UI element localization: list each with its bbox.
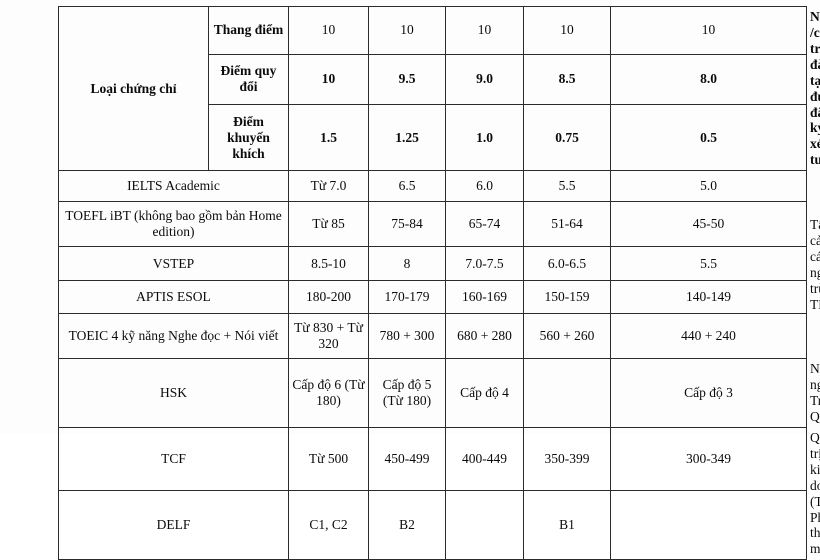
table-row: APTIS ESOL 180-200 170-179 160-169 150-1… — [58, 280, 807, 315]
scale-cell-1-0: 10 — [288, 53, 369, 105]
scale-cell-1-3: 8.5 — [523, 53, 611, 105]
table-row: IELTS Academic Từ 7.0 6.5 6.0 5.5 5.0 Tấ… — [58, 170, 820, 312]
cert-cell-3-4: 140-149 — [610, 280, 807, 315]
cert-name-7: DELF — [58, 490, 289, 560]
scale-cell-1-2: 9.0 — [445, 53, 524, 105]
cert-cell-3-2: 160-169 — [445, 280, 524, 315]
scale-cell-0-2: 10 — [445, 6, 524, 55]
table-row-diem-khuyen-khich: Điểm khuyến khích 1.5 1.25 1.0 0.75 0.5 — [59, 103, 807, 172]
cert-name-4: TOEIC 4 kỹ năng Nghe đọc + Nói viết — [58, 313, 289, 360]
cert-cell-1-0: Từ 85 — [288, 201, 369, 248]
scale-cell-2-2: 1.0 — [445, 103, 524, 172]
cert-cell-0-1: 6.5 — [368, 170, 446, 203]
cert-cell-3-0: 180-200 — [288, 280, 369, 315]
scale-row-name-1: Điểm quy đổi — [208, 53, 289, 105]
cert-cell-1-4: 45-50 — [610, 201, 807, 248]
cert-cell-0-0: Từ 7.0 — [288, 170, 369, 203]
cert-name-6: TCF — [58, 426, 289, 492]
scale-cell-2-0: 1.5 — [288, 103, 369, 172]
cert-cell-4-2: 680 + 280 — [445, 313, 524, 360]
table-row: TOEIC 4 kỹ năng Nghe đọc + Nói viết Từ 8… — [58, 313, 807, 360]
document-page: Loại chứng chỉ Thang điểm 10 10 10 10 10… — [58, 5, 820, 560]
cert-cell-7-2 — [445, 490, 524, 560]
scale-cell-0-0: 10 — [288, 6, 369, 55]
cert-cell-5-0: Cấp độ 6 (Từ 180) — [288, 358, 369, 428]
scale-cell-2-3: 0.75 — [523, 103, 611, 172]
cert-name-0: IELTS Academic — [58, 170, 289, 203]
cert-cell-7-0: C1, C2 — [288, 490, 369, 560]
table-row: TCF Từ 500 450-499 400-449 350-399 300-3… — [58, 426, 820, 556]
cert-cell-4-1: 780 + 300 — [368, 313, 446, 360]
cert-cell-5-1: Cấp độ 5 (Từ 180) — [368, 358, 446, 428]
scale-row-name-0: Thang điểm — [208, 6, 289, 55]
cert-cell-2-4: 5.5 — [610, 246, 807, 282]
table-row: TOEFL iBT (không bao gồm bản Home editio… — [58, 201, 807, 248]
cert-name-3: APTIS ESOL — [58, 280, 289, 315]
cert-cell-6-1: 450-499 — [368, 426, 446, 492]
cert-cell-5-4: Cấp độ 3 — [610, 358, 807, 428]
table-row: DELF C1, C2 B2 B1 — [58, 490, 807, 560]
cert-cell-4-3: 560 + 260 — [523, 313, 611, 360]
scale-cell-1-1: 9.5 — [368, 53, 446, 105]
cert-cell-0-2: 6.0 — [445, 170, 524, 203]
cert-cell-7-1: B2 — [368, 490, 446, 560]
cert-cell-6-0: Từ 500 — [288, 426, 369, 492]
scale-cell-1-4: 8.0 — [610, 53, 807, 105]
cert-cell-5-3 — [523, 358, 611, 428]
table-row: VSTEP 8.5-10 8 7.0-7.5 6.0-6.5 5.5 — [58, 246, 807, 282]
cert-cell-4-4: 440 + 240 — [610, 313, 807, 360]
cert-cell-0-4: 5.0 — [610, 170, 807, 203]
cert-cell-2-0: 8.5-10 — [288, 246, 369, 282]
cert-cell-2-3: 6.0-6.5 — [523, 246, 611, 282]
cert-name-2: VSTEP — [58, 246, 289, 282]
cert-cell-4-0: Từ 830 + Từ 320 — [288, 313, 369, 360]
scale-cell-0-4: 10 — [610, 6, 807, 55]
cert-cell-5-2: Cấp độ 4 — [445, 358, 524, 428]
table-row-thang-diem: Loại chứng chỉ Thang điểm 10 10 10 10 10… — [58, 5, 820, 172]
cert-cell-0-3: 5.5 — [523, 170, 611, 203]
scale-cell-0-1: 10 — [368, 6, 446, 55]
scale-row-name-2: Điểm khuyến khích — [208, 103, 289, 172]
cert-cell-6-2: 400-449 — [445, 426, 524, 492]
table-row-diem-quy-doi: Điểm quy đổi 10 9.5 9.0 8.5 8.0 — [59, 53, 807, 105]
cert-cell-1-1: 75-84 — [368, 201, 446, 248]
cert-cell-1-2: 65-74 — [445, 201, 524, 248]
cert-cell-7-4 — [610, 490, 807, 560]
cert-name-5: HSK — [58, 358, 289, 428]
cert-cell-6-4: 300-349 — [610, 426, 807, 492]
cert-cell-6-3: 350-399 — [523, 426, 611, 492]
cert-cell-7-3: B1 — [523, 490, 611, 560]
scale-cell-2-1: 1.25 — [368, 103, 446, 172]
scale-cell-0-3: 10 — [523, 6, 611, 55]
cert-cell-2-2: 7.0-7.5 — [445, 246, 524, 282]
certificate-conversion-table: Loại chứng chỉ Thang điểm 10 10 10 10 10… — [58, 5, 820, 560]
cert-cell-3-1: 170-179 — [368, 280, 446, 315]
cert-cell-3-3: 150-159 — [523, 280, 611, 315]
table-row: HSK Cấp độ 6 (Từ 180) Cấp độ 5 (Từ 180) … — [58, 358, 820, 428]
cert-cell-1-3: 51-64 — [523, 201, 611, 248]
cert-name-1: TOEFL iBT (không bao gồm bản Home editio… — [58, 201, 289, 248]
row-label-header: Loại chứng chỉ — [58, 5, 209, 172]
scale-cell-2-4: 0.5 — [610, 103, 807, 172]
cert-cell-2-1: 8 — [368, 246, 446, 282]
